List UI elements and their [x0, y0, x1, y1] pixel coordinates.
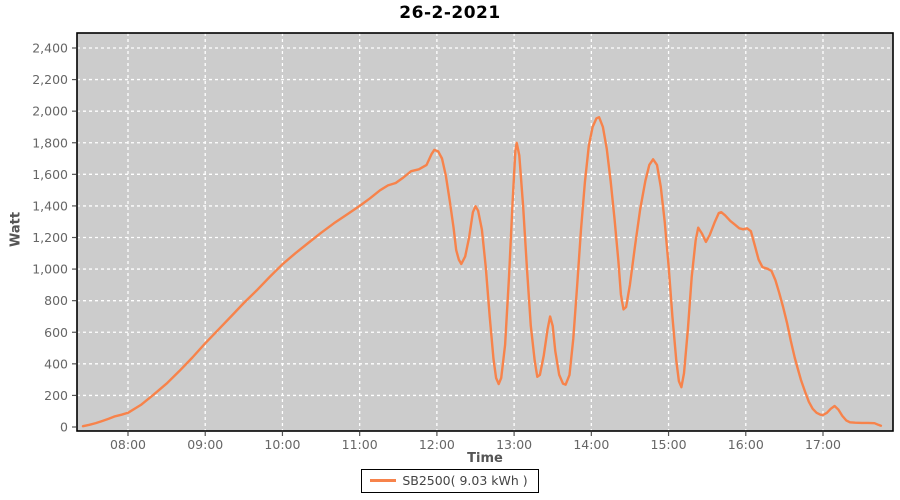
line-chart-plot: 0 200 400 600 800 1,000 1,200 1,400 1,600 1,800 2,… — [32, 32, 894, 452]
chart-title: 26-2-2021 — [399, 3, 501, 23]
x-tick-label: 09:00 — [187, 437, 223, 452]
legend-line-swatch — [370, 479, 397, 482]
x-tick-label: 15:00 — [651, 437, 687, 452]
y-tick-label: 1,200 — [32, 230, 68, 245]
y-tick-label: 800 — [44, 293, 68, 308]
y-tick-label: 2,400 — [32, 41, 68, 56]
plot-background — [77, 33, 893, 431]
y-tick-label: 1,600 — [32, 167, 68, 182]
y-tick-label: 1,800 — [32, 135, 68, 150]
x-tick-label: 10:00 — [264, 437, 300, 452]
x-axis-title: Time — [467, 451, 503, 466]
series-line-sb2500 — [81, 115, 883, 428]
x-tick-label: 16:00 — [728, 437, 764, 452]
x-tick-label: 13:00 — [496, 437, 532, 452]
y-axis-title: Watt — [8, 211, 24, 248]
y-tick-label: 1,400 — [32, 198, 68, 213]
x-tick-label: 12:00 — [419, 437, 455, 452]
y-tick-label: 400 — [44, 356, 68, 371]
y-tick-label: 2,000 — [32, 104, 68, 119]
y-tick-label: 0 — [60, 420, 68, 435]
x-tick-label: 11:00 — [342, 437, 378, 452]
legend-label: SB2500( 9.03 kWh ) — [402, 473, 528, 488]
legend: SB2500( 9.03 kWh ) — [0, 469, 900, 493]
x-tick-label: 17:00 — [805, 437, 841, 452]
x-tick-label: 08:00 — [110, 437, 146, 452]
y-tick-label: 2,200 — [32, 72, 68, 87]
x-tick-label: 14:00 — [573, 437, 609, 452]
plot-border — [76, 32, 894, 432]
y-tick-label: 600 — [44, 325, 68, 340]
y-tick-label: 1,000 — [32, 262, 68, 277]
legend-box: SB2500( 9.03 kWh ) — [361, 469, 539, 493]
y-tick-label: 200 — [44, 388, 68, 403]
